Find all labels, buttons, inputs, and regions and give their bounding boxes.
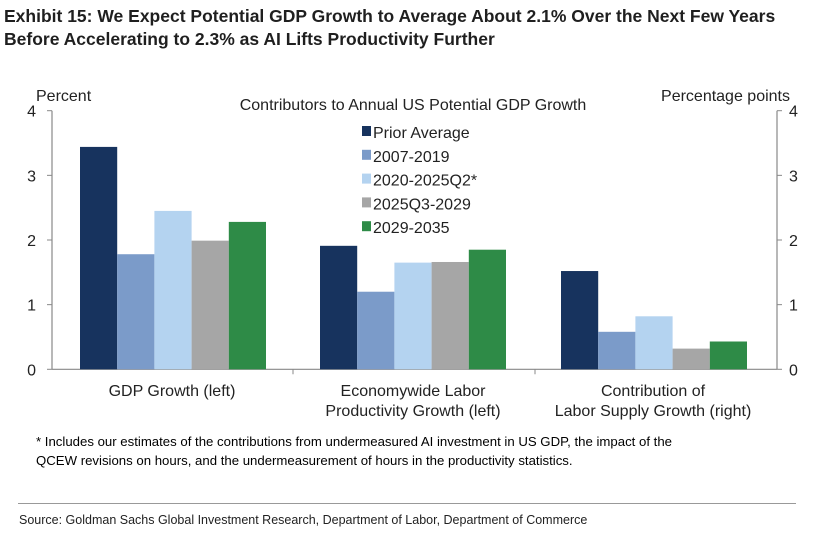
right-tick-label: 0 — [789, 362, 798, 379]
bar-2029-2035 — [228, 221, 266, 370]
left-tick-label: 3 — [27, 168, 36, 185]
right-tick-label: 3 — [789, 168, 798, 185]
left-tick-label: 0 — [27, 362, 36, 379]
bar-prior-average — [561, 271, 599, 370]
bar-2029-2035 — [709, 341, 747, 370]
footnote-line-1: * Includes our estimates of the contribu… — [36, 434, 673, 449]
footnote: * Includes our estimates of the contribu… — [36, 432, 796, 470]
legend-swatch — [362, 197, 371, 208]
legend-swatch — [362, 173, 371, 184]
bar-2020-2025q2- — [154, 210, 192, 370]
footnote-line-2: QCEW revisions on hours, and the underme… — [36, 453, 573, 468]
bar-prior-average — [320, 245, 358, 370]
bar-2007-2019 — [357, 291, 395, 370]
left-tick-label: 4 — [27, 104, 36, 121]
legend-label: 2007-2019 — [373, 149, 450, 166]
title-line-1: Exhibit 15: We Expect Potential GDP Grow… — [4, 6, 776, 26]
legend-label: 2020-2025Q2* — [373, 173, 477, 190]
bar-2025q3-2029 — [431, 261, 469, 370]
title-line-2: Before Accelerating to 2.3% as AI Lifts … — [4, 29, 495, 49]
legend-swatch — [362, 149, 371, 160]
right-tick-label: 4 — [789, 104, 798, 121]
category-label: Labor Supply Growth (right) — [555, 403, 752, 420]
legend-label: Prior Average — [373, 125, 470, 142]
category-label: Economywide Labor — [341, 383, 487, 400]
bar-2025q3-2029 — [191, 240, 229, 370]
legend-label: 2029-2035 — [373, 220, 450, 237]
right-tick-label: 2 — [789, 233, 798, 250]
legend-swatch — [362, 126, 371, 136]
category-label: Productivity Growth (left) — [325, 403, 500, 420]
right-tick-label: 1 — [789, 298, 798, 315]
bar-2020-2025q2- — [394, 262, 432, 370]
category-label: Contribution of — [601, 383, 706, 400]
bar-2020-2025q2- — [635, 316, 673, 370]
bar-prior-average — [80, 146, 118, 370]
chart-title: Contributors to Annual US Potential GDP … — [240, 97, 587, 114]
bar-2025q3-2029 — [672, 348, 710, 370]
exhibit-title: Exhibit 15: We Expect Potential GDP Grow… — [4, 5, 775, 51]
bar-2007-2019 — [117, 254, 155, 370]
right-axis-label: Percentage points — [661, 88, 790, 105]
left-tick-label: 2 — [27, 233, 36, 250]
category-label: GDP Growth (left) — [109, 383, 236, 400]
bar-2029-2035 — [468, 249, 506, 370]
bar-2007-2019 — [598, 331, 636, 370]
source-text: Source: Goldman Sachs Global Investment … — [19, 513, 588, 527]
left-tick-label: 1 — [27, 298, 36, 315]
legend-label: 2025Q3-2029 — [373, 196, 471, 213]
legend-swatch — [362, 221, 371, 232]
divider — [18, 503, 796, 504]
left-axis-label: Percent — [36, 88, 92, 105]
